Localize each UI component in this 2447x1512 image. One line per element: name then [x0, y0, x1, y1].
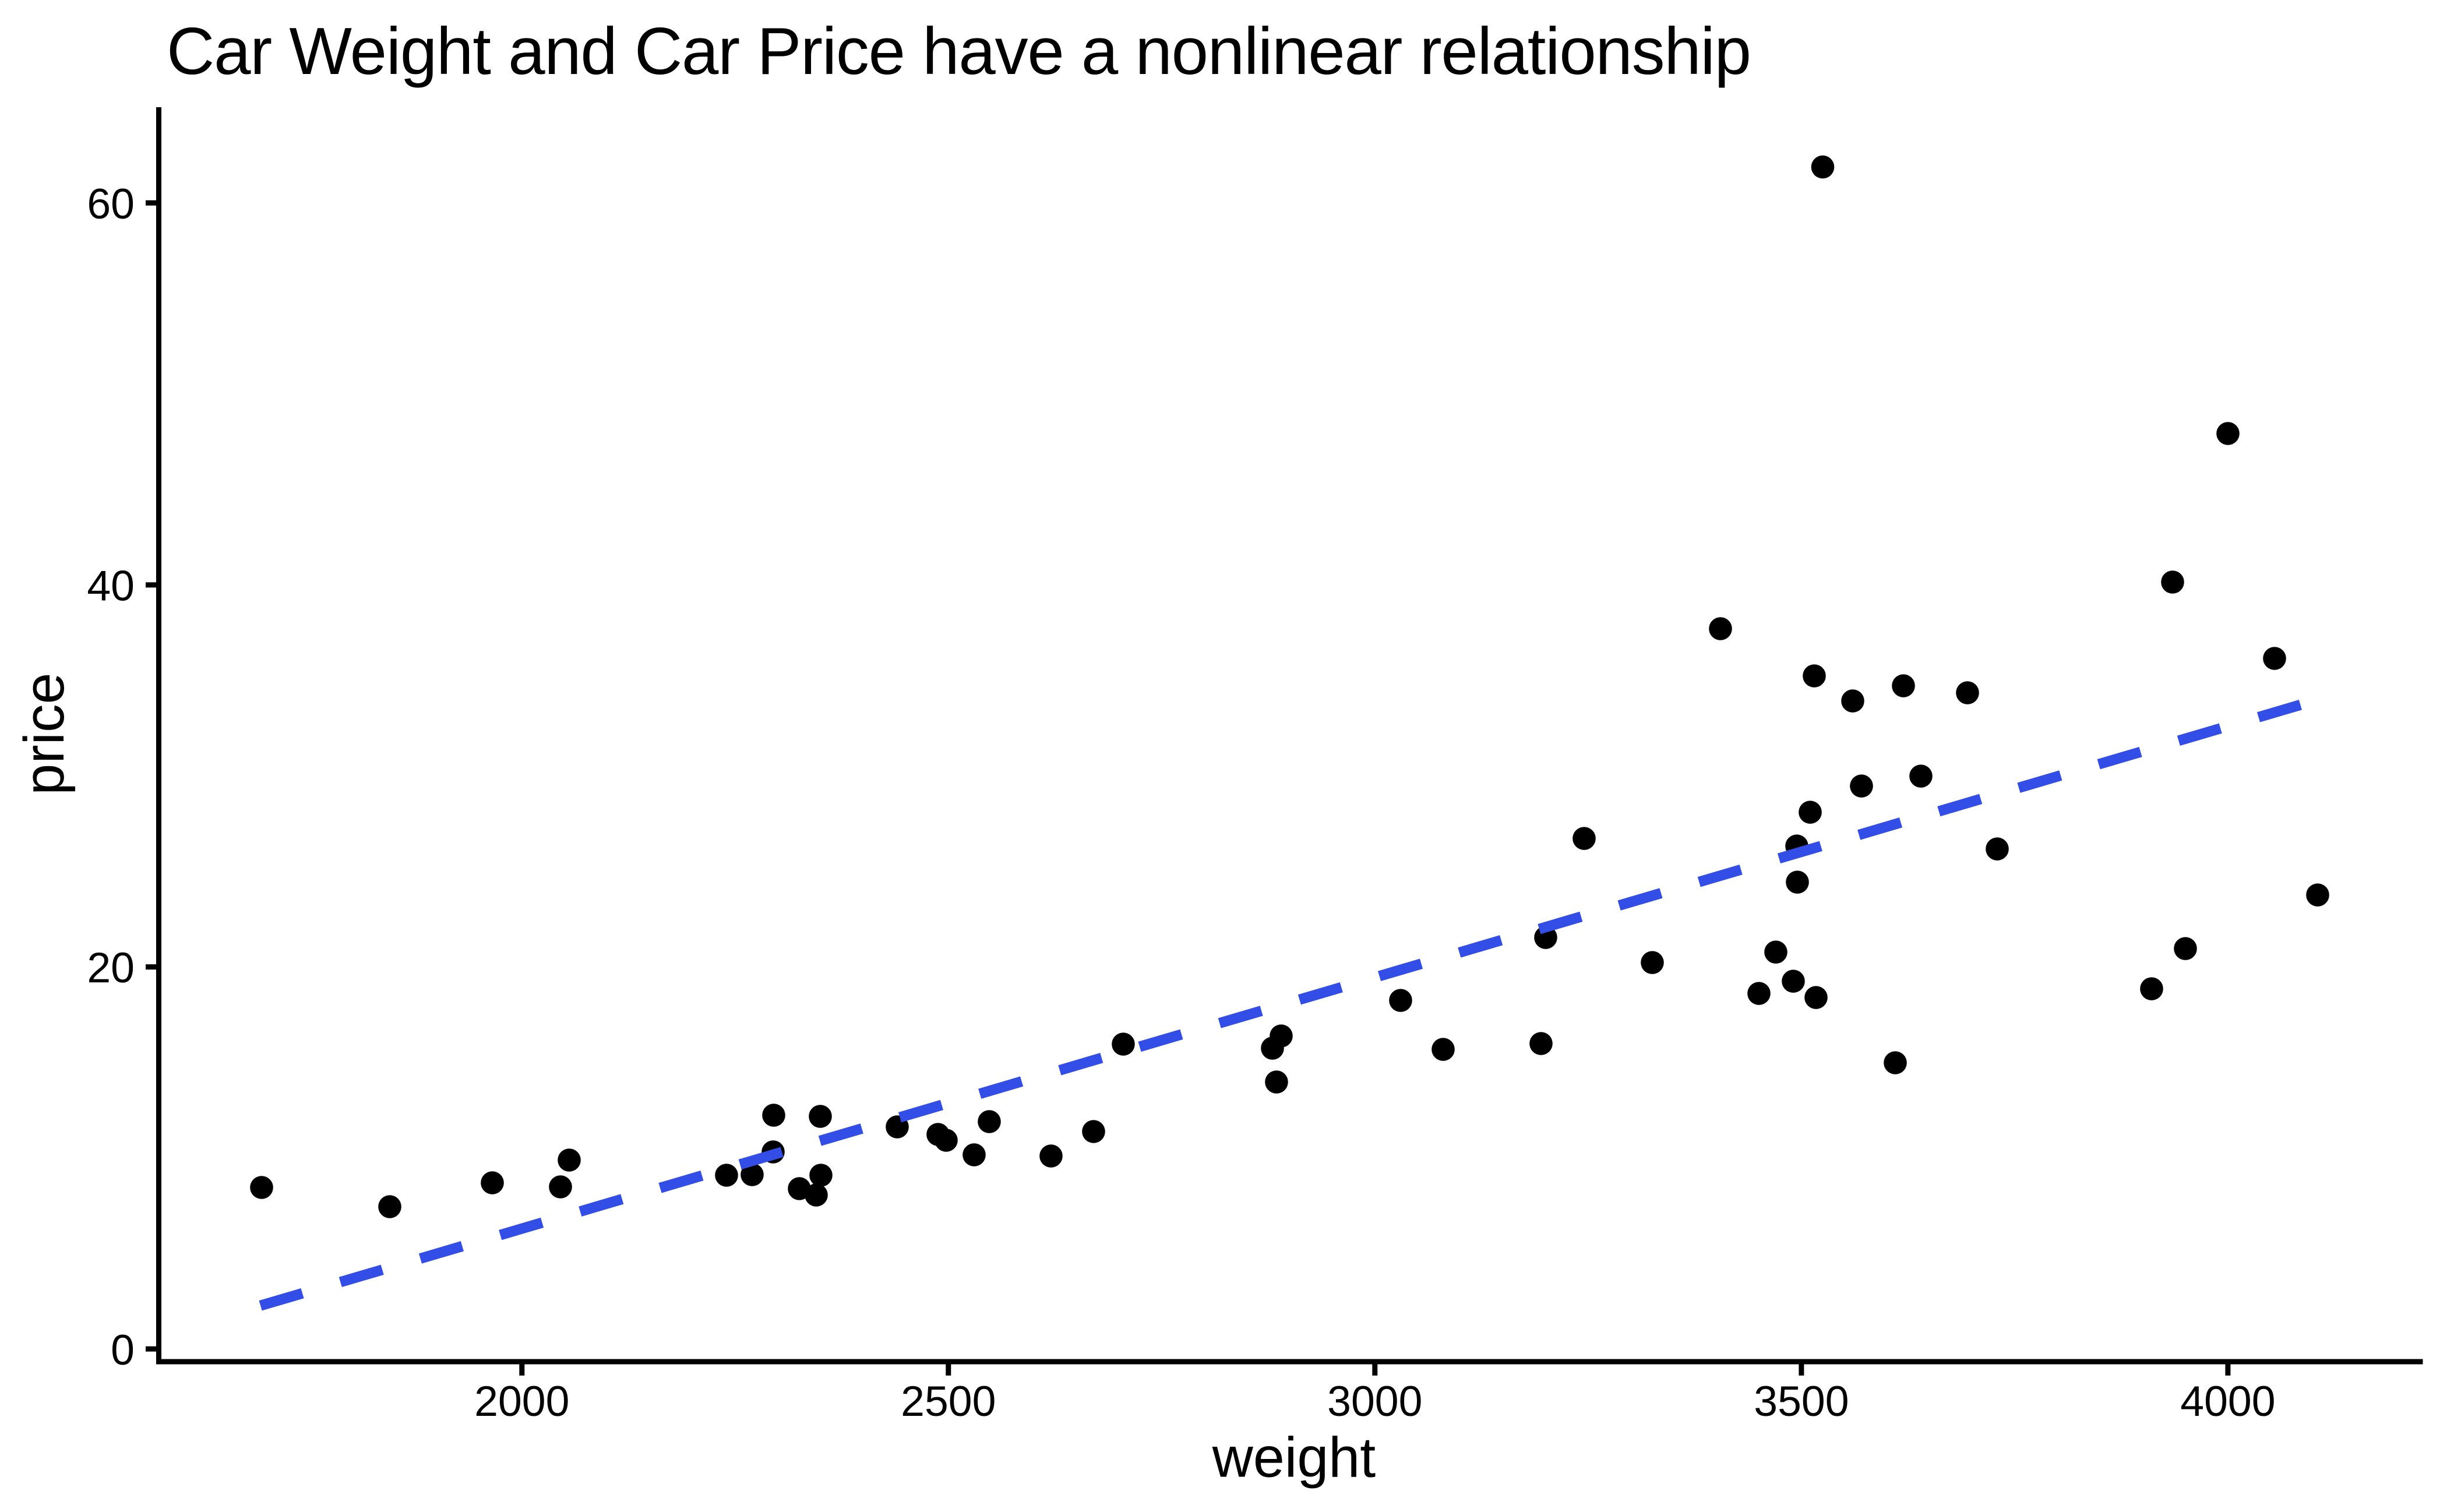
- svg-text:4000: 4000: [2180, 1377, 2275, 1425]
- svg-text:3000: 3000: [1327, 1377, 1422, 1425]
- svg-text:3500: 3500: [1754, 1377, 1849, 1425]
- svg-text:0: 0: [111, 1326, 135, 1374]
- svg-text:2500: 2500: [901, 1377, 996, 1425]
- svg-text:weight: weight: [1212, 1426, 1376, 1489]
- svg-text:price: price: [12, 672, 76, 795]
- svg-text:20: 20: [87, 944, 135, 992]
- svg-text:60: 60: [87, 180, 135, 228]
- svg-text:Car Weight and Car Price have: Car Weight and Car Price have a nonlinea…: [167, 15, 1751, 89]
- svg-text:2000: 2000: [474, 1377, 569, 1425]
- svg-text:40: 40: [87, 562, 135, 610]
